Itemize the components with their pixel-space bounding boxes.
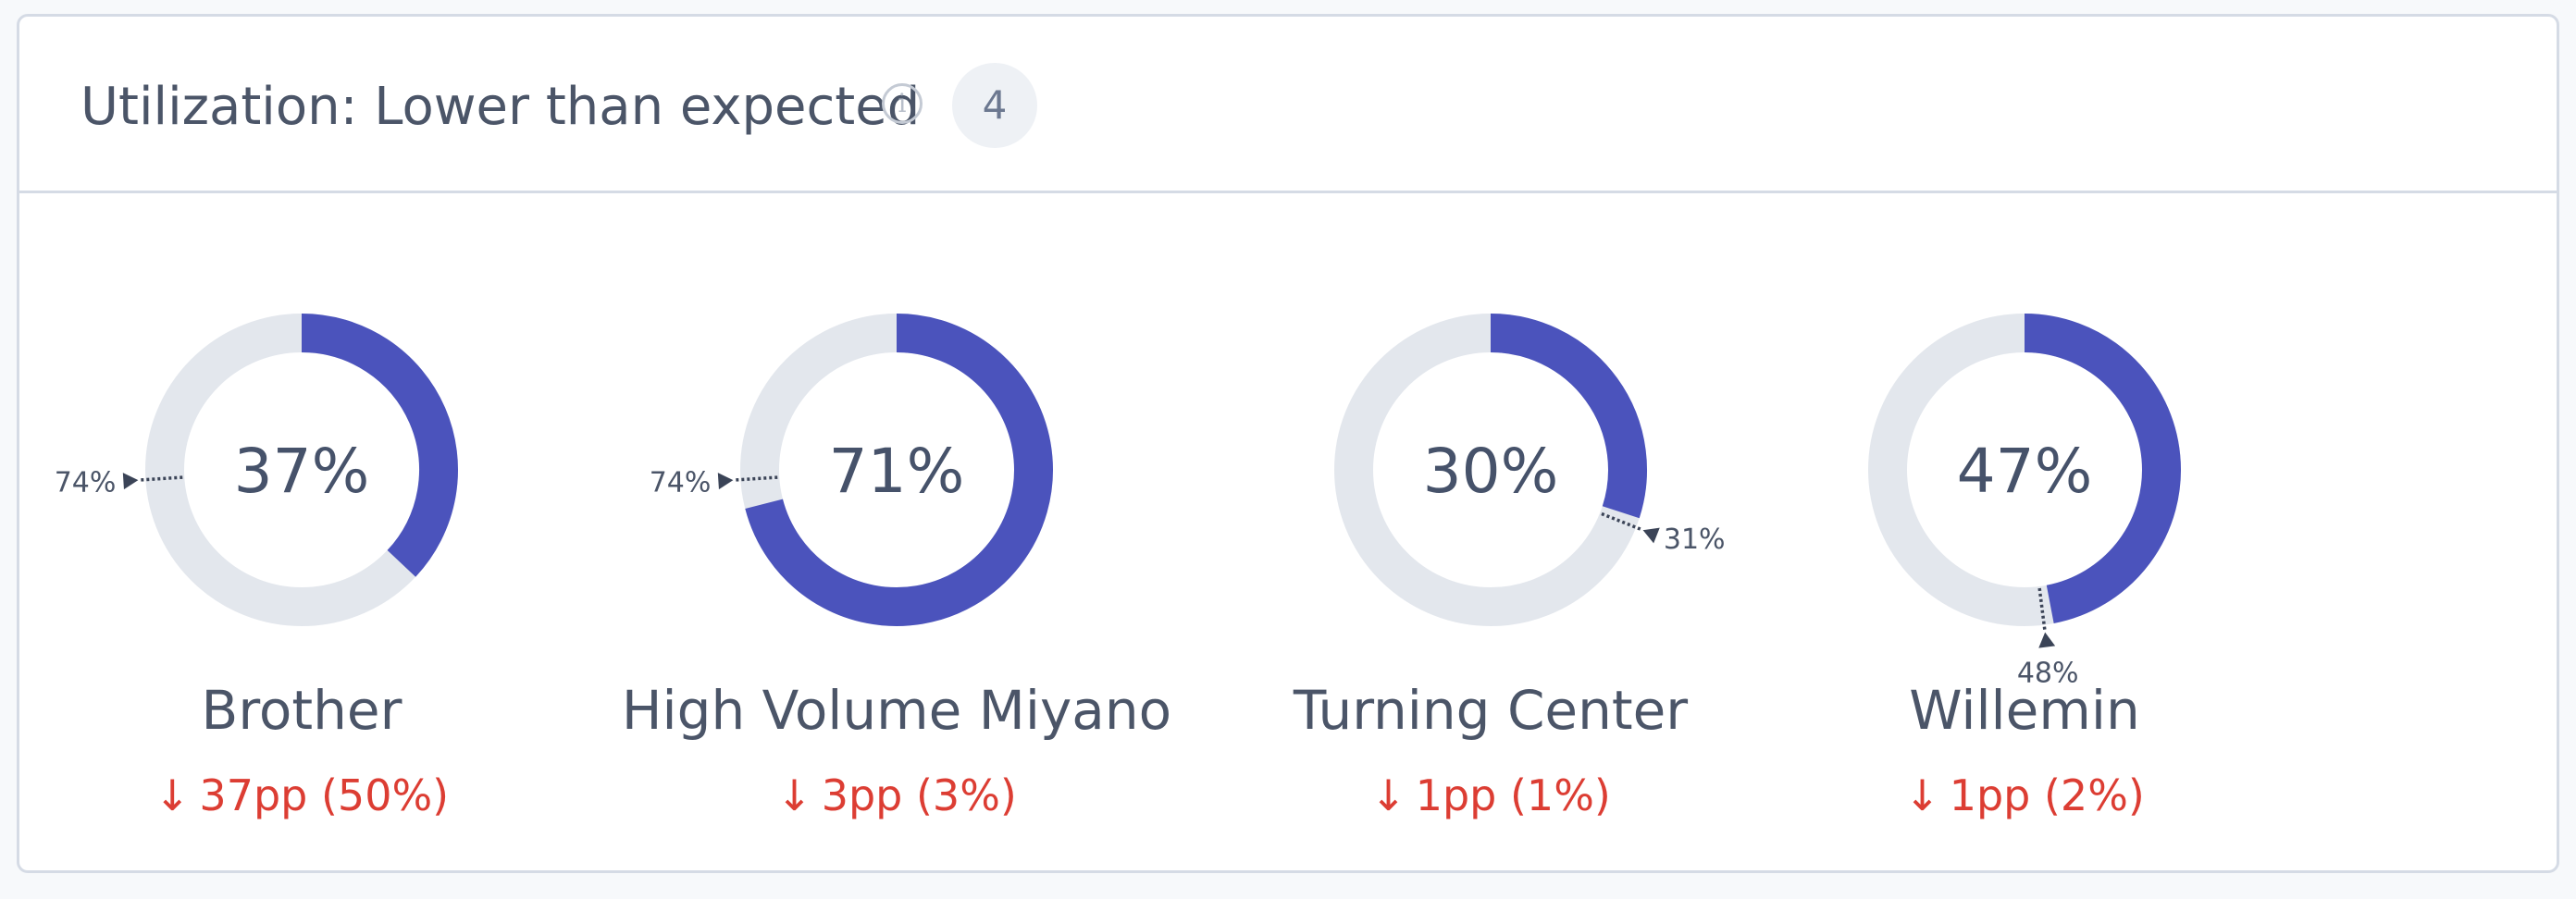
arrow-down-icon: ↓ bbox=[776, 770, 812, 820]
machine-name: High Volume Miyano bbox=[621, 679, 1172, 742]
expected-value-label: 74% bbox=[650, 467, 712, 499]
utilization-delta: ↓ 1pp (2%) bbox=[1691, 766, 2358, 825]
expected-value-label: 74% bbox=[55, 467, 117, 499]
utilization-delta: ↓ 37pp (50%) bbox=[0, 766, 635, 825]
expected-value-label: 48% bbox=[2017, 657, 2079, 689]
donut-center-value: 30% bbox=[1423, 436, 1559, 507]
expected-value-label: 31% bbox=[1664, 523, 1726, 556]
arrow-down-icon: ↓ bbox=[1904, 770, 1940, 820]
expected-marker-line bbox=[1601, 511, 1642, 532]
delta-text: 37pp (50%) bbox=[199, 770, 450, 820]
arrow-down-icon: ↓ bbox=[1370, 770, 1406, 820]
card-title: Utilization: Lower than expected bbox=[80, 77, 921, 137]
delta-text: 1pp (1%) bbox=[1415, 770, 1611, 820]
expected-marker-line bbox=[140, 475, 183, 482]
donut-value-arc bbox=[745, 314, 1053, 626]
expected-marker-arrow bbox=[2038, 632, 2056, 648]
info-icon[interactable]: i bbox=[882, 83, 923, 124]
arrow-down-icon: ↓ bbox=[154, 770, 191, 820]
card-header: Utilization: Lower than expected i 4 bbox=[19, 17, 2557, 193]
utilization-donut: 74% 71% bbox=[650, 314, 1053, 626]
donut-center-value: 71% bbox=[829, 436, 965, 507]
donut-center-value: 37% bbox=[234, 436, 370, 507]
machine-name: Turning Center bbox=[1293, 679, 1689, 742]
donut-center-value: 47% bbox=[1957, 436, 2093, 507]
donut-value-arc bbox=[2024, 314, 2181, 624]
delta-text: 3pp (3%) bbox=[821, 770, 1017, 820]
expected-marker-arrow bbox=[717, 473, 734, 490]
utilization-card: Utilization: Lower than expected i 4 74%… bbox=[17, 14, 2559, 873]
utilization-donut: 48% 47% bbox=[1868, 314, 2181, 689]
donut-value-arc bbox=[301, 314, 458, 577]
machine-name: Willemin bbox=[1909, 679, 2140, 742]
utilization-donut: 74% 37% bbox=[55, 314, 458, 626]
donut-value-arc bbox=[1490, 314, 1647, 519]
expected-marker-line bbox=[2037, 587, 2047, 631]
expected-marker-arrow bbox=[122, 473, 139, 490]
delta-text: 1pp (2%) bbox=[1949, 770, 2145, 820]
utilization-donut: 31% 30% bbox=[1334, 314, 1726, 626]
utilization-delta: ↓ 3pp (3%) bbox=[564, 766, 1230, 825]
expected-marker-line bbox=[735, 475, 778, 482]
count-badge: 4 bbox=[952, 63, 1037, 148]
expected-marker-arrow bbox=[1642, 527, 1660, 544]
utilization-delta: ↓ 1pp (1%) bbox=[1158, 766, 1824, 825]
machine-name: Brother bbox=[201, 679, 402, 742]
